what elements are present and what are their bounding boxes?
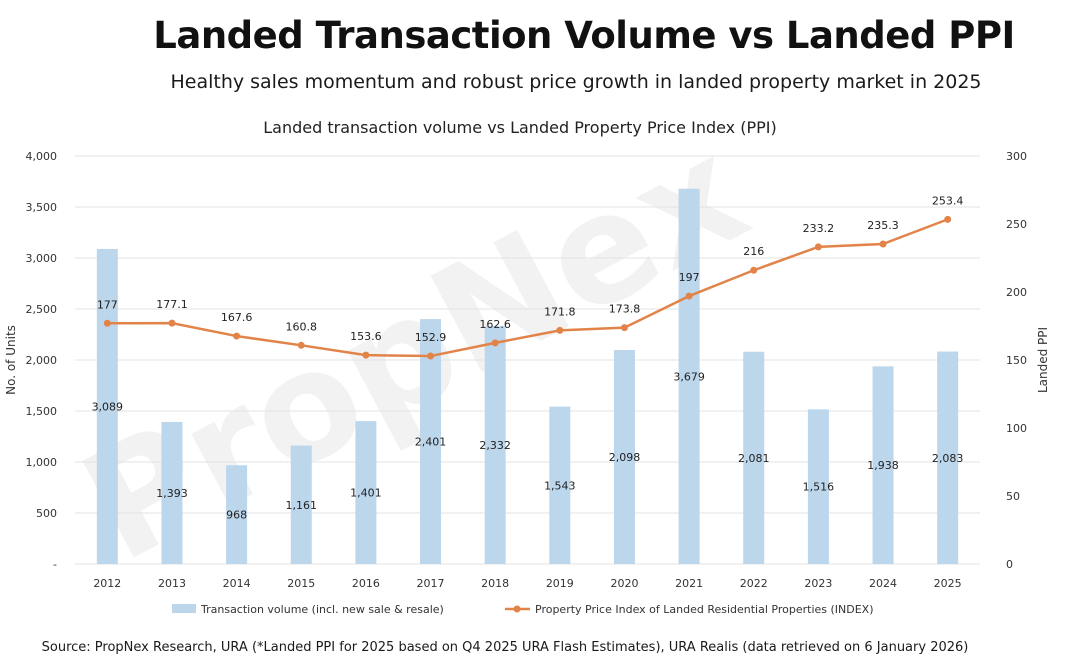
y-left-tick-label: 3,500	[26, 201, 58, 214]
bar-data-label: 1,516	[803, 481, 835, 494]
ppi-data-label: 167.6	[221, 311, 253, 324]
bar	[161, 421, 183, 564]
bar-data-label: 968	[226, 509, 247, 522]
ppi-data-label: 173.8	[609, 303, 641, 316]
bar-data-label: 2,098	[609, 451, 641, 464]
bar	[290, 445, 312, 564]
y-left-tick-label: 2,000	[26, 354, 58, 367]
y-left-tick-label: 1,500	[26, 405, 58, 418]
bar-data-label: 2,083	[932, 452, 964, 465]
x-tick-label: 2017	[417, 577, 445, 590]
ppi-data-label: 197	[679, 271, 700, 284]
y-left-tick-label: 1,000	[26, 456, 58, 469]
bar	[678, 188, 700, 564]
page-subtitle: Healthy sales momentum and robust price …	[170, 71, 982, 93]
bar-data-label: 2,332	[479, 439, 511, 452]
y-left-tick-label: 2,500	[26, 303, 58, 316]
x-tick-label: 2020	[610, 577, 638, 590]
y-left-tick-label: 500	[36, 507, 57, 520]
bar	[937, 351, 959, 564]
bar	[807, 409, 829, 564]
bar	[355, 421, 377, 564]
y-left-tick-label: 4,000	[26, 150, 58, 163]
x-tick-label: 2022	[740, 577, 768, 590]
bar	[96, 248, 118, 564]
legend-bar-swatch	[172, 604, 196, 613]
chart-title: Landed transaction volume vs Landed Prop…	[263, 118, 776, 137]
y-right-tick-label: 0	[1006, 558, 1013, 571]
ppi-data-label: 160.8	[286, 320, 318, 333]
ppi-data-label: 253.4	[932, 194, 964, 207]
y-right-axis-title: Landed PPI	[1036, 327, 1050, 393]
ppi-point	[814, 243, 822, 251]
page-title: Landed Transaction Volume vs Landed PPI	[153, 14, 1015, 57]
x-tick-label: 2024	[869, 577, 897, 590]
ppi-data-label: 177.1	[156, 298, 188, 311]
bar-data-label: 1,401	[350, 487, 382, 500]
x-tick-label: 2014	[223, 577, 251, 590]
ppi-point	[750, 266, 758, 274]
bar	[549, 406, 571, 564]
ppi-data-label: 233.2	[803, 222, 835, 235]
bar	[613, 350, 635, 564]
bar-data-label: 1,161	[286, 499, 318, 512]
bar-data-label: 3,679	[673, 370, 705, 383]
y-right-tick-label: 50	[1006, 490, 1020, 503]
x-tick-label: 2019	[546, 577, 574, 590]
ppi-point	[944, 215, 952, 223]
ppi-point	[103, 319, 111, 327]
y-left-tick-label: 3,000	[26, 252, 58, 265]
legend-bar-label: Transaction volume (incl. new sale & res…	[200, 603, 444, 616]
ppi-data-label: 177	[97, 298, 118, 311]
bar	[743, 351, 765, 564]
x-tick-label: 2012	[93, 577, 121, 590]
ppi-data-label: 235.3	[867, 219, 899, 232]
bar-data-label: 1,543	[544, 479, 576, 492]
bar-data-label: 1,393	[156, 487, 188, 500]
y-right-tick-label: 300	[1006, 150, 1027, 163]
ppi-point	[620, 324, 628, 332]
ppi-point	[879, 240, 887, 248]
bar	[484, 326, 506, 564]
legend-line-label: Property Price Index of Landed Residenti…	[535, 603, 874, 616]
x-tick-label: 2016	[352, 577, 380, 590]
ppi-point	[427, 352, 435, 360]
x-tick-label: 2018	[481, 577, 509, 590]
x-tick-label: 2015	[287, 577, 315, 590]
bar-data-label: 1,938	[867, 459, 899, 472]
bar	[872, 366, 894, 564]
bar-data-label: 2,081	[738, 452, 770, 465]
ppi-data-label: 216	[743, 245, 764, 258]
y-left-tick-label: -	[53, 558, 57, 571]
ppi-point	[233, 332, 241, 340]
ppi-point	[297, 341, 305, 349]
y-right-tick-label: 200	[1006, 286, 1027, 299]
legend-line-marker	[513, 605, 521, 613]
x-tick-label: 2023	[804, 577, 832, 590]
y-right-tick-label: 250	[1006, 218, 1027, 231]
x-tick-label: 2025	[934, 577, 962, 590]
ppi-point	[491, 339, 499, 347]
ppi-point	[685, 292, 693, 300]
ppi-data-label: 153.6	[350, 330, 382, 343]
source-note: Source: PropNex Research, URA (*Landed P…	[41, 640, 969, 655]
ppi-point	[168, 319, 176, 327]
y-right-tick-label: 100	[1006, 422, 1027, 435]
bar	[226, 465, 248, 564]
ppi-point	[362, 351, 370, 359]
ppi-data-label: 152.9	[415, 331, 447, 344]
ppi-point	[556, 326, 564, 334]
bar	[420, 319, 442, 564]
y-right-tick-label: 150	[1006, 354, 1027, 367]
ppi-data-label: 162.6	[479, 318, 511, 331]
bar-data-label: 3,089	[92, 400, 124, 413]
ppi-data-label: 171.8	[544, 305, 576, 318]
x-tick-label: 2021	[675, 577, 703, 590]
y-left-axis-title: No. of Units	[4, 325, 18, 395]
bar-data-label: 2,401	[415, 436, 447, 449]
ppi-line	[107, 218, 949, 358]
x-tick-label: 2013	[158, 577, 186, 590]
